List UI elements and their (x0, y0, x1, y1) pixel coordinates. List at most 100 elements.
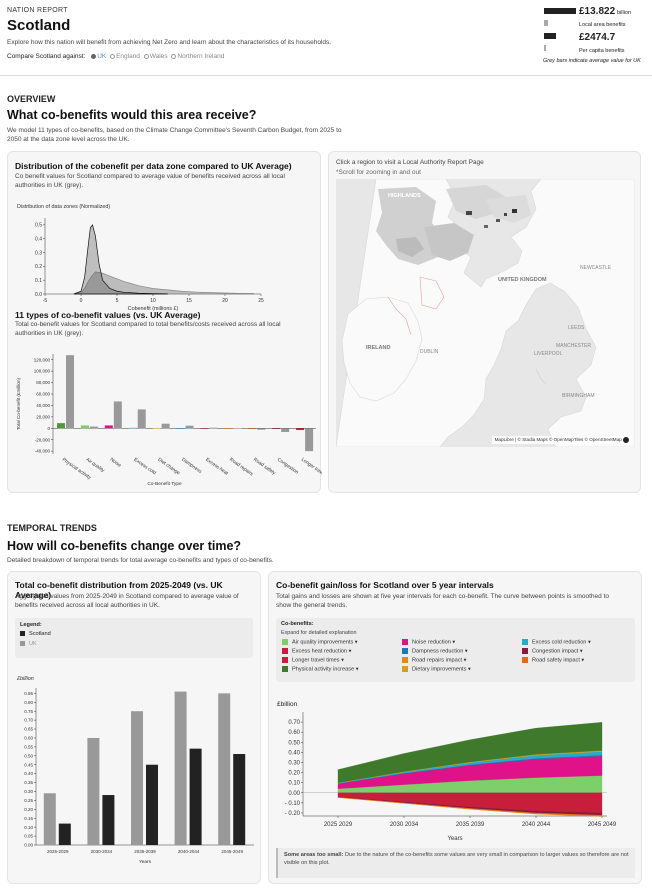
y-tick-label: 0.80 (24, 700, 33, 705)
swatch-icon (282, 639, 288, 645)
bar-uk (89, 426, 98, 429)
x-tick-label: 0 (80, 298, 83, 304)
swatch-icon (282, 657, 288, 663)
total-xlabel: Years (139, 859, 152, 865)
x-tick-label: 5 (116, 298, 119, 304)
swatch-icon (402, 666, 408, 672)
legend-item[interactable]: Excess cold reduction ▾ (522, 639, 591, 645)
swatch-icon (402, 657, 408, 663)
x-tick-label: Noise (109, 457, 123, 469)
y-tick-label: 0.00 (24, 843, 33, 848)
bar-scotland (200, 428, 209, 429)
legend-item[interactable]: Longer travel times ▾ (282, 657, 344, 663)
bar-uk (66, 355, 74, 429)
compare-option-wales[interactable]: Wales (143, 53, 168, 60)
bar-uk (113, 401, 122, 429)
compare-option-england[interactable]: England (110, 53, 140, 60)
y-tick-label: -40,000 (35, 449, 51, 454)
y-tick-label: 60,000 (36, 392, 50, 397)
x-tick-label: 2035 2039 (456, 822, 485, 828)
map-label-ireland: IRELAND (366, 345, 390, 351)
map-label-birmingham: BIRMINGHAM (562, 393, 595, 399)
legend-item[interactable]: Physical activity increase ▾ (282, 666, 359, 672)
gainloss-card: Co-benefit gain/loss for Scotland over 5… (268, 571, 642, 884)
legend-item[interactable]: Dampness reduction ▾ (402, 648, 468, 654)
map-canvas[interactable]: HIGHLANDS UNITED KINGDOM IRELAND DUBLIN … (336, 179, 635, 447)
y-tick-label: 0.30 (288, 760, 300, 766)
types-desc: Total co-benefit values for Scotland com… (15, 321, 281, 337)
legend-item[interactable]: Noise reduction ▾ (402, 639, 455, 645)
types-xlabel: Co-Benefit Type (147, 481, 182, 487)
legend-item[interactable]: Congestion impact ▾ (522, 648, 583, 654)
y-tick-label: 0.35 (24, 780, 33, 785)
x-tick-label: 20 (222, 298, 228, 304)
types-title: 11 types of co-benefit values (vs. UK Av… (15, 310, 201, 320)
report-kicker: NATION REPORT (7, 7, 68, 14)
y-tick-label: 80,000 (36, 380, 50, 385)
x-tick-label: Dampness (180, 457, 203, 475)
x-tick-label: Road repairs (228, 457, 254, 478)
y-tick-label: 0.75 (24, 709, 33, 714)
map-subhint: *Scroll for zooming in and out (336, 169, 421, 176)
radio-icon (91, 53, 97, 59)
swatch-icon (522, 648, 528, 654)
swatch-icon (282, 666, 288, 672)
total-legend-scotland: Scotland (20, 631, 51, 637)
bar-uk (161, 423, 170, 429)
bar-uk (209, 427, 218, 429)
swatch-icon (20, 641, 25, 647)
x-tick-label: Diet change (156, 457, 181, 477)
legend-item[interactable]: Excess heat reduction ▾ (282, 648, 351, 654)
y-tick-label: 100,000 (34, 369, 51, 374)
total-legend-title: Legend: (20, 622, 42, 628)
x-tick-label: 2045-2049 (221, 849, 243, 854)
legend-item[interactable]: Air quality improvements ▾ (282, 639, 358, 645)
bar-uk (43, 793, 56, 845)
map-label-manchester: MANCHESTER (556, 343, 591, 349)
legend-item[interactable]: Dietary improvements ▾ (402, 666, 471, 672)
bar-uk (218, 693, 231, 845)
map-label-liverpool: LIVERPOOL (534, 351, 563, 357)
swatch-icon (402, 648, 408, 654)
map-svg: HIGHLANDS UNITED KINGDOM IRELAND DUBLIN … (336, 179, 635, 447)
per-capita-bar (544, 33, 556, 39)
gainloss-chart: £billion - 0.20 - 0.10 0.00 0.10 0.20 0.30 0.40… (277, 701, 617, 842)
bar-uk (137, 409, 146, 429)
bar-uk (87, 737, 100, 845)
page-title: Scotland (7, 17, 71, 34)
info-icon[interactable] (623, 437, 629, 443)
map-attribution[interactable]: MapLibre | © Stadia Maps © OpenMapTiles … (491, 436, 632, 444)
x-tick-label: 10 (150, 298, 156, 304)
legend-item[interactable]: Road repairs impact ▾ (402, 657, 466, 663)
bar-uk (131, 711, 143, 845)
bar-scotland (272, 428, 281, 429)
y-tick-label: 0.60 (288, 730, 300, 736)
per-capita-caption: Per capita benefits (579, 48, 625, 54)
total-benefit-bar (544, 8, 576, 14)
y-tick-label: 0.25 (24, 798, 33, 803)
dist-xlabel: Cobenefit (millions £) (128, 306, 179, 312)
y-tick-label: - 0.10 (285, 801, 301, 807)
temporal-heading: How will co-benefits change over time? (7, 539, 242, 553)
y-tick-label: 20,000 (36, 414, 50, 419)
compare-option-northern-ireland[interactable]: Northern Ireland (171, 53, 224, 60)
legend-item[interactable]: Road safety impact ▾ (522, 657, 584, 663)
bar-uk (305, 428, 314, 452)
y-tick-label: 0.50 (288, 740, 300, 746)
map-label-uk: UNITED KINGDOM (498, 277, 547, 283)
y-tick-label: 0.00 (288, 791, 300, 797)
total-benefit-caption: Local area benefits (579, 22, 626, 28)
compare-row: Compare Scotland against: UK England Wal… (7, 53, 224, 62)
bar-uk (185, 425, 194, 429)
map-hint: Click a region to visit a Local Authorit… (336, 159, 484, 166)
swatch-icon (522, 639, 528, 645)
y-tick-label: 0.30 (24, 789, 33, 794)
bar-scotland (102, 795, 115, 845)
per-capita-uk-bar (544, 45, 546, 51)
radio-icon (143, 53, 149, 59)
compare-option-uk[interactable]: UK (91, 53, 106, 60)
total-legend: Legend: Scotland UK (15, 618, 253, 658)
swatch-icon (20, 631, 25, 637)
swatch-icon (402, 639, 408, 645)
gainloss-legend-sub: Expand for detailed explanation (281, 630, 357, 636)
